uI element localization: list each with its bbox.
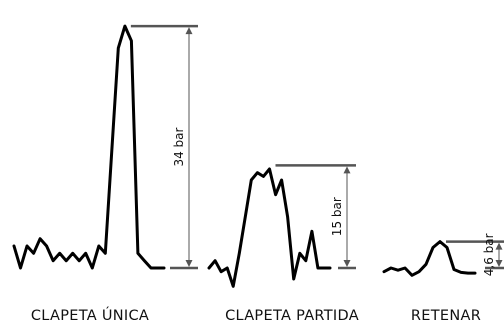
arrowhead-bottom-2 <box>343 260 351 267</box>
category-labels-layer: CLAPETA ÚNICA CLAPETA PARTIDA RETENAR <box>31 306 481 324</box>
arrowhead-bottom-1 <box>185 260 193 267</box>
arrowhead-top-1 <box>185 27 193 35</box>
dimension-label-1: 34 bar <box>172 128 186 167</box>
arrowhead-bottom-3 <box>495 260 503 267</box>
category-label-2: CLAPETA PARTIDA <box>225 308 359 324</box>
arrowhead-top-2 <box>343 166 351 174</box>
dimension-marker-3: 4,6 bar <box>446 233 504 276</box>
dimension-marker-1: 34 bar <box>130 24 198 270</box>
dimension-label-3: 4,6 bar <box>482 233 496 276</box>
dimension-label-2: 15 bar <box>330 197 344 236</box>
category-label-1: CLAPETA ÚNICA <box>31 306 149 324</box>
traces-layer <box>12 24 477 288</box>
pressure-trace-2 <box>207 167 332 288</box>
arrowhead-top-3 <box>495 242 503 250</box>
pressure-trace-1 <box>12 24 166 270</box>
category-label-3: RETENAR <box>411 308 481 324</box>
dimension-marker-2: 15 bar <box>275 164 356 270</box>
pressure-trace-3 <box>382 240 477 277</box>
dimensions-layer: 34 bar 15 bar 4,6 bar <box>130 24 504 276</box>
